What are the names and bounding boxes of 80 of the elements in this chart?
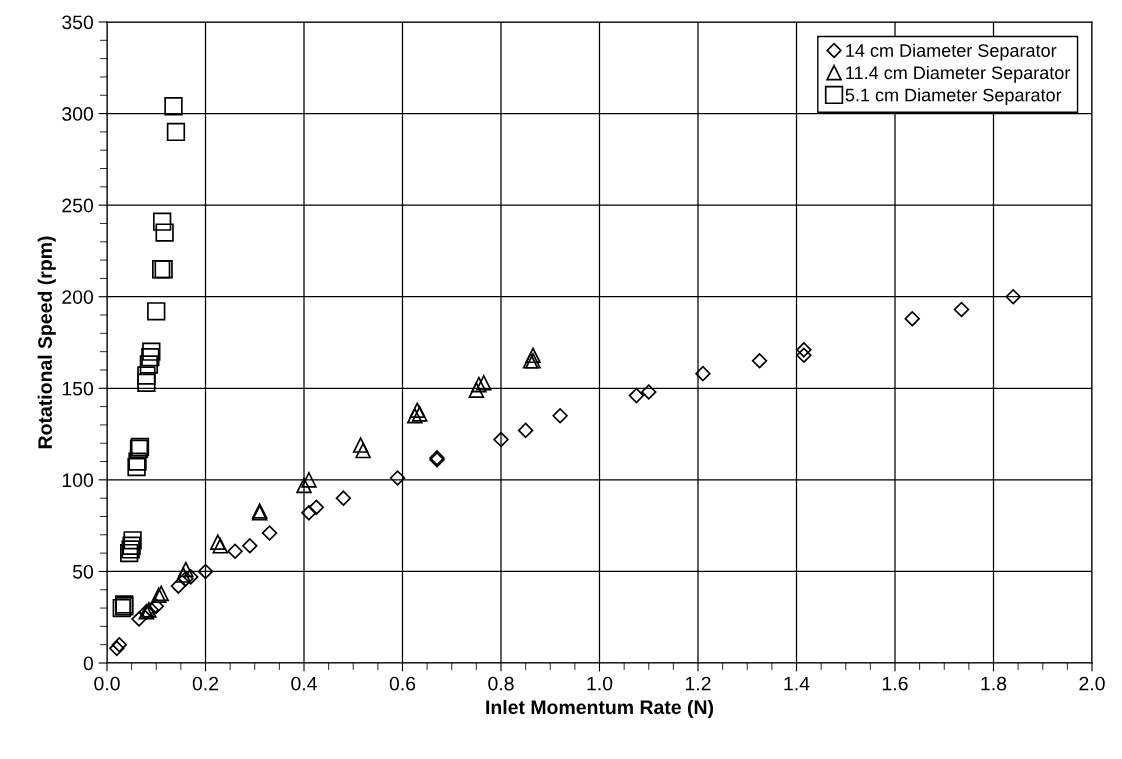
point [122, 536, 141, 555]
point [796, 347, 812, 364]
point [471, 376, 487, 393]
x-tick-label: 1.8 [981, 676, 1007, 691]
point [197, 563, 214, 580]
legend-label: 14 cm Diameter Separator [846, 43, 1057, 61]
point [141, 347, 160, 367]
point [139, 355, 159, 374]
y-tick-label: 50 [72, 564, 94, 579]
point [409, 402, 426, 419]
point [904, 310, 920, 327]
x-tick-label: 0.2 [192, 676, 219, 691]
x-tick-label: 0.6 [389, 676, 416, 691]
point [164, 97, 183, 116]
point [148, 598, 164, 614]
x-tick-label: 0.0 [94, 676, 120, 691]
point [142, 342, 161, 361]
point [212, 538, 229, 554]
point [210, 534, 226, 550]
point [468, 382, 485, 398]
y-tick-label: 250 [62, 198, 94, 213]
x-tick-label: 1.0 [587, 676, 613, 691]
point [178, 561, 194, 578]
x-tick-label: 2.0 [1079, 676, 1105, 691]
y-tick-label: 150 [62, 381, 94, 396]
point [751, 353, 768, 369]
point [953, 301, 970, 318]
point [296, 477, 312, 494]
x-tick-label: 0.4 [291, 676, 317, 691]
point [166, 122, 186, 142]
x-axis-title: Inlet Momentum Rate (N) [486, 699, 714, 718]
x-tick-label: 1.2 [685, 676, 711, 691]
point [407, 407, 423, 424]
point [308, 499, 325, 516]
point [128, 452, 147, 471]
legend-label: 5.1 cm Diameter Separator [845, 88, 1062, 105]
y-tick-label: 100 [62, 473, 94, 488]
point [1005, 289, 1021, 305]
point [242, 538, 258, 554]
x-tick-label: 0.8 [488, 676, 514, 691]
y-tick-label: 200 [62, 290, 94, 304]
point [628, 387, 645, 404]
y-tick-label: 0 [83, 656, 94, 671]
point [355, 442, 371, 459]
point [411, 406, 428, 422]
legend-label: 11.4 cm Diameter Separator [846, 65, 1071, 83]
point [227, 543, 243, 559]
point [178, 571, 194, 587]
point [175, 567, 192, 583]
point [335, 490, 352, 506]
point [261, 525, 278, 541]
point [796, 342, 812, 358]
point [389, 470, 406, 486]
point [131, 611, 147, 627]
y-tick-label: 300 [62, 107, 94, 121]
x-tick-label: 1.4 [784, 676, 810, 691]
y-tick-label: 350 [62, 15, 94, 30]
point [493, 431, 509, 448]
point [183, 569, 199, 585]
point [155, 223, 174, 242]
x-tick-label: 1.6 [882, 676, 908, 691]
point [552, 408, 568, 424]
point [109, 640, 125, 657]
point [301, 505, 317, 521]
point [127, 457, 146, 477]
point [137, 373, 156, 392]
point [475, 375, 492, 391]
point [152, 212, 172, 231]
point [123, 531, 142, 550]
point [641, 384, 657, 400]
y-axis-title: Rotational Speed (rpm) [37, 236, 56, 449]
point [137, 366, 156, 385]
point [695, 365, 711, 382]
point [111, 636, 128, 653]
point [352, 437, 369, 453]
point [517, 422, 534, 439]
point [301, 472, 317, 488]
point [525, 347, 541, 364]
point [147, 302, 166, 321]
point [170, 578, 187, 594]
